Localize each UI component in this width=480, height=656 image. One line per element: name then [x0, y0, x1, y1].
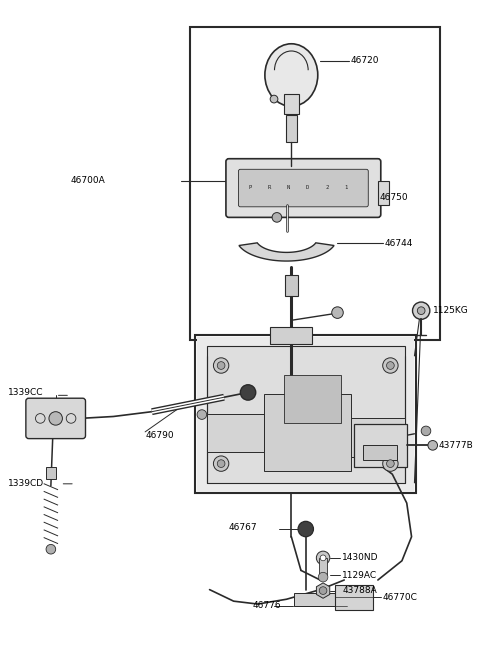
Polygon shape	[335, 584, 373, 610]
Bar	[284, 94, 299, 113]
Circle shape	[298, 522, 313, 537]
Circle shape	[46, 544, 56, 554]
Polygon shape	[239, 243, 334, 261]
Circle shape	[49, 412, 62, 425]
Bar	[195, 335, 416, 493]
Text: 1339CD: 1339CD	[8, 480, 44, 488]
Text: 46770C: 46770C	[383, 593, 418, 602]
Circle shape	[428, 441, 438, 450]
Circle shape	[421, 426, 431, 436]
Text: 46700A: 46700A	[70, 176, 105, 186]
Bar	[286, 115, 297, 142]
FancyBboxPatch shape	[26, 398, 85, 439]
Circle shape	[272, 213, 282, 222]
Bar	[197, 337, 414, 493]
Circle shape	[383, 456, 398, 471]
Bar	[294, 592, 347, 606]
Text: 1430ND: 1430ND	[342, 554, 379, 562]
Circle shape	[320, 555, 326, 561]
Text: 43788A: 43788A	[342, 586, 377, 595]
Bar	[191, 27, 441, 340]
Text: 1129AC: 1129AC	[342, 571, 377, 580]
Text: N: N	[287, 185, 290, 190]
Text: D: D	[306, 185, 309, 190]
FancyBboxPatch shape	[239, 169, 368, 207]
Circle shape	[217, 460, 225, 468]
Text: 1125KG: 1125KG	[433, 306, 468, 315]
Bar	[363, 445, 397, 460]
Polygon shape	[264, 394, 351, 471]
Circle shape	[270, 95, 278, 103]
Circle shape	[332, 307, 343, 318]
Circle shape	[412, 302, 430, 319]
Circle shape	[240, 385, 256, 400]
Text: 2: 2	[325, 185, 328, 190]
Text: 1339CC: 1339CC	[8, 388, 43, 397]
Bar	[270, 327, 312, 344]
Text: 46776: 46776	[253, 602, 281, 611]
Circle shape	[383, 358, 398, 373]
Circle shape	[386, 361, 394, 369]
Text: 43777B: 43777B	[439, 441, 473, 450]
Circle shape	[318, 572, 328, 582]
Polygon shape	[316, 583, 330, 598]
Text: 46744: 46744	[384, 239, 413, 248]
Text: R: R	[267, 185, 271, 190]
Circle shape	[319, 586, 327, 594]
Text: 46750: 46750	[380, 193, 408, 201]
Circle shape	[214, 456, 229, 471]
Circle shape	[197, 410, 207, 419]
Circle shape	[417, 307, 425, 314]
Text: 46790: 46790	[145, 431, 174, 440]
Bar	[285, 275, 298, 297]
Text: P: P	[248, 185, 252, 190]
Circle shape	[316, 551, 330, 565]
Ellipse shape	[265, 44, 318, 106]
Text: 46767: 46767	[229, 523, 257, 531]
Bar	[354, 424, 407, 466]
FancyBboxPatch shape	[226, 159, 381, 217]
Circle shape	[214, 358, 229, 373]
Bar	[284, 375, 341, 423]
Circle shape	[386, 460, 394, 468]
Polygon shape	[207, 413, 264, 452]
Bar	[319, 558, 327, 575]
Bar	[378, 181, 389, 205]
Bar	[46, 468, 56, 479]
Text: 46720: 46720	[351, 56, 380, 65]
Bar	[207, 346, 405, 483]
Text: 1: 1	[345, 185, 348, 190]
Polygon shape	[351, 419, 405, 457]
Circle shape	[217, 361, 225, 369]
